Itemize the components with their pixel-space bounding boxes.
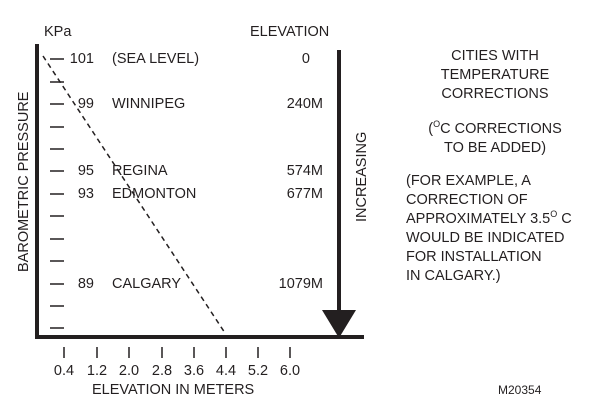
city-name: (SEA LEVEL) xyxy=(112,51,200,67)
pressure-value: 99 xyxy=(77,96,94,112)
x-tick-label: 4.4 xyxy=(215,363,237,379)
city-name: EDMONTON xyxy=(112,186,197,202)
example-line: CORRECTION OF xyxy=(406,192,528,208)
example-note: (FOR EXAMPLE, A CORRECTION OF APPROXIMAT… xyxy=(406,172,572,286)
x-tick-label: 2.0 xyxy=(118,363,140,379)
notes-title-line: CITIES WITH xyxy=(451,48,539,64)
notes-title: CITIES WITH TEMPERATURE CORRECTIONS xyxy=(410,47,580,104)
example-line: FOR INSTALLATION xyxy=(406,249,542,265)
correction-dashed-line xyxy=(42,55,226,334)
x-axis-label: ELEVATION IN METERS xyxy=(92,382,255,398)
notes-title-line: TEMPERATURE xyxy=(440,67,550,83)
elevation-value: 677M xyxy=(286,186,323,202)
example-line: (FOR EXAMPLE, A xyxy=(406,173,531,189)
elevation-value: 574M xyxy=(286,163,323,179)
example-line: WOULD BE INDICATED xyxy=(406,230,565,246)
corrections-line-2: TO BE ADDED) xyxy=(443,140,547,156)
x-tick-label: 6.0 xyxy=(279,363,301,379)
x-tick-marks xyxy=(63,347,291,358)
y-axis-label: BAROMETRIC PRESSURE xyxy=(16,91,32,272)
pressure-value: 95 xyxy=(77,163,94,179)
x-tick-label: 0.4 xyxy=(53,363,75,379)
pressure-value: 93 xyxy=(77,186,94,202)
example-line: APPROXIMATELY 3.5O C xyxy=(406,209,572,228)
example-line: IN CALGARY.) xyxy=(406,268,501,284)
elevation-value: 0 xyxy=(301,51,310,67)
kpa-label: KPa xyxy=(44,24,72,40)
x-tick-label: 5.2 xyxy=(247,363,269,379)
y-tick-marks xyxy=(50,58,64,329)
corrections-line-1: (OC CORRECTIONS xyxy=(428,119,562,138)
corrections-note: (OC CORRECTIONS TO BE ADDED) xyxy=(400,120,590,158)
notes-title-line: CORRECTIONS xyxy=(441,86,549,102)
city-name: CALGARY xyxy=(112,276,182,292)
x-tick-label: 1.2 xyxy=(86,363,108,379)
pressure-value: 89 xyxy=(77,276,94,292)
pressure-value: 101 xyxy=(69,51,94,67)
city-name: REGINA xyxy=(112,163,168,179)
increasing-label: INCREASING xyxy=(354,131,370,222)
elevation-header: ELEVATION xyxy=(250,24,330,40)
figure-id: M20354 xyxy=(498,383,542,397)
degree-symbol: O xyxy=(433,119,441,129)
x-tick-label: 2.8 xyxy=(151,363,173,379)
city-name: WINNIPEG xyxy=(112,96,186,112)
elevation-value: 1079M xyxy=(278,276,323,292)
degree-symbol: O xyxy=(550,209,558,219)
elevation-value: 240M xyxy=(286,96,323,112)
increasing-arrow-head xyxy=(322,310,356,338)
x-tick-label: 3.6 xyxy=(183,363,205,379)
